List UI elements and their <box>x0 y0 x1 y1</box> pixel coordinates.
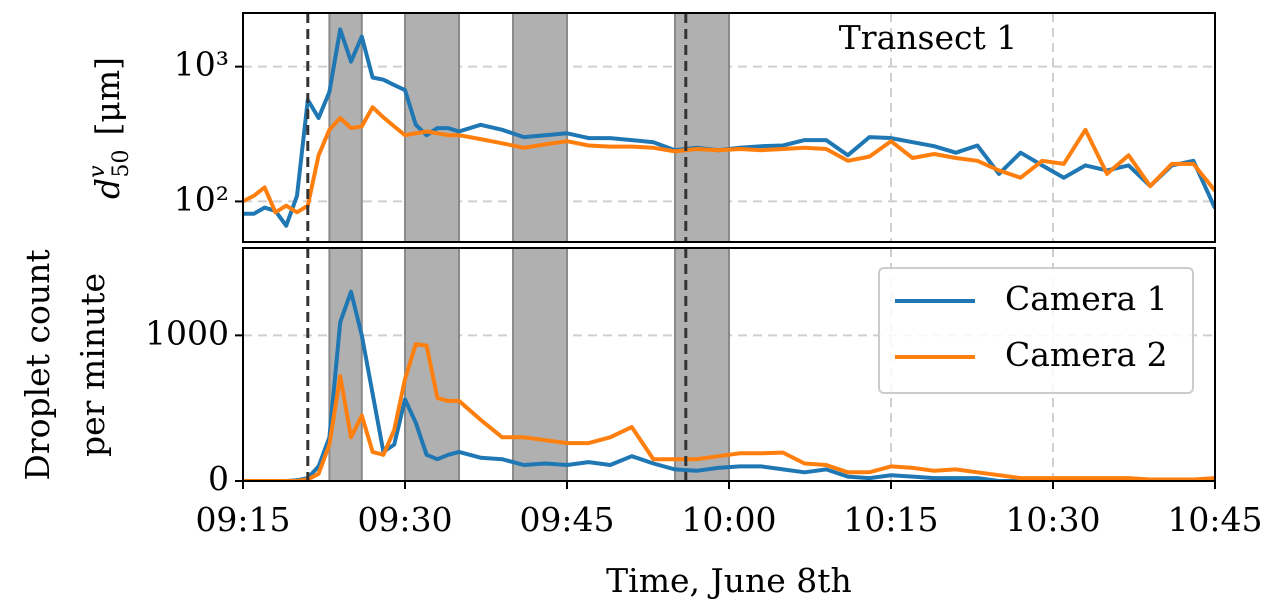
shaded-span <box>674 12 730 243</box>
y-tick-label: 10³ <box>174 45 229 84</box>
x-tick-label: 10:15 <box>843 500 938 539</box>
y-label-unit: [μm] <box>88 57 127 136</box>
plot-frame <box>242 12 1216 243</box>
shaded-span <box>674 247 730 482</box>
series-line <box>243 289 1215 481</box>
y-label-symbol: d <box>88 178 127 199</box>
series-line <box>243 27 1215 228</box>
y-label-superscript: v <box>85 165 110 178</box>
legend-label: Camera 1 <box>1005 279 1168 318</box>
y-tick-label: 10² <box>174 179 229 218</box>
x-tick-label: 09:15 <box>195 500 290 539</box>
x-tick-label: 10:30 <box>1005 500 1100 539</box>
y-axis-label: Droplet count <box>18 249 57 480</box>
y-tick-label: 0 <box>208 459 229 498</box>
x-tick-label: 09:45 <box>519 500 614 539</box>
x-axis-label: Time, June 8th <box>606 561 852 600</box>
x-tick-label: 10:00 <box>681 500 776 539</box>
shaded-span <box>512 247 568 482</box>
series-line <box>243 342 1215 481</box>
annotation: Transect 1 <box>839 18 1017 57</box>
x-tick-label: 10:45 <box>1167 500 1262 539</box>
legend-label: Camera 2 <box>1005 335 1168 374</box>
y-axis-label: dv50 [μm] <box>85 57 134 199</box>
y-tick-label: 1000 <box>145 313 229 352</box>
shaded-span <box>512 12 568 243</box>
x-tick-label: 09:30 <box>357 500 452 539</box>
y-label-subscript: 50 <box>109 149 134 177</box>
series-line <box>243 105 1215 215</box>
y-axis-label: per minute <box>73 273 112 457</box>
